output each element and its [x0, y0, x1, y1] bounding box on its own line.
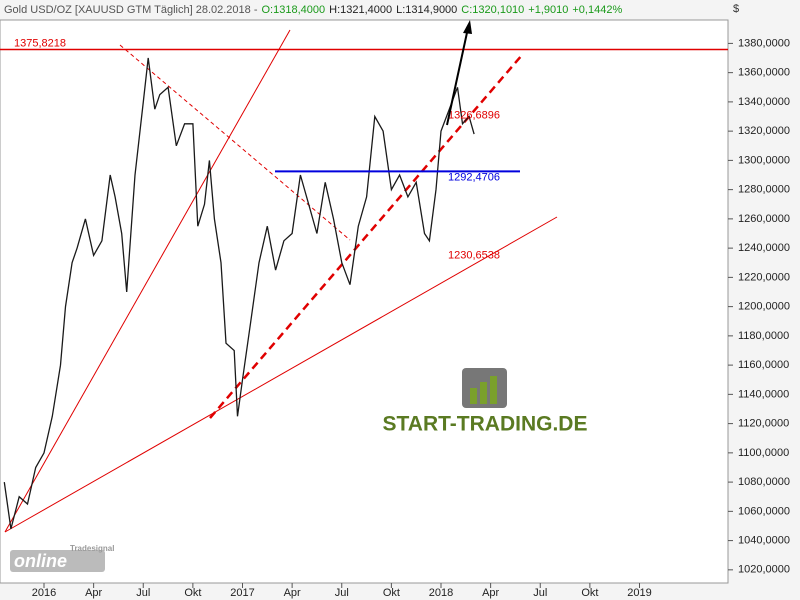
y-tick-label: 1200,0000	[738, 301, 790, 313]
x-tick-label: Okt	[383, 587, 400, 599]
x-tick-label: Okt	[581, 587, 598, 599]
logo-bar	[490, 376, 497, 404]
level-label: 1375,8218	[14, 37, 66, 49]
y-tick-label: 1320,0000	[738, 125, 790, 137]
x-tick-label: Apr	[482, 587, 499, 599]
plot-area	[0, 19, 729, 584]
trend-line	[4, 216, 558, 533]
title-part: L:1314,9000	[396, 4, 457, 16]
y-tick-label: 1260,0000	[738, 213, 790, 225]
title-part: +1,9010	[528, 4, 568, 16]
logo-bar	[470, 388, 477, 404]
y-tick-label: 1140,0000	[738, 388, 789, 400]
y-tick-label: 1020,0000	[738, 564, 790, 576]
y-tick-label: 1180,0000	[738, 330, 789, 342]
arrow-head	[463, 20, 472, 34]
x-tick-label: Apr	[85, 587, 102, 599]
title-part: O:1318,4000	[262, 4, 326, 16]
y-tick-label: 1060,0000	[738, 505, 790, 517]
y-tick-label: 1380,0000	[738, 37, 790, 49]
title-part: H:1321,4000	[329, 4, 392, 16]
y-tick-label: 1240,0000	[738, 242, 790, 254]
trend-line	[209, 54, 523, 419]
title-part: Gold USD/OZ [XAUUSD GTM Täglich] 28.02.2…	[4, 4, 258, 16]
y-tick-label: 1080,0000	[738, 476, 790, 488]
arrow	[446, 27, 469, 126]
y-tick-label: 1040,0000	[738, 534, 790, 546]
brand-small: Tradesignal	[70, 544, 114, 553]
chart-title: Gold USD/OZ [XAUUSD GTM Täglich] 28.02.2…	[4, 4, 622, 16]
y-tick-label: 1280,0000	[738, 184, 790, 196]
x-tick-label: Jul	[335, 587, 349, 599]
x-tick-label: Jul	[533, 587, 547, 599]
y-tick-label: 1120,0000	[738, 418, 789, 430]
y-tick-label: 1100,0000	[738, 447, 789, 459]
brand-box	[10, 550, 105, 572]
y-tick-label: 1340,0000	[738, 96, 790, 108]
level-label: 1292,4706	[448, 171, 500, 183]
watermark: START-TRADING.DE	[383, 413, 588, 436]
y-tick-label: 1220,0000	[738, 271, 790, 283]
level-label: 1230,6538	[448, 250, 500, 262]
x-tick-label: 2019	[627, 587, 651, 599]
y-tick-label: 1300,0000	[738, 154, 790, 166]
x-tick-label: Apr	[284, 587, 301, 599]
y-tick-label: 1360,0000	[738, 67, 790, 79]
y-axis-label: $	[733, 3, 739, 15]
title-part: +0,1442%	[572, 4, 622, 16]
title-part: C:1320,1010	[461, 4, 524, 16]
level-label: 1326,6896	[448, 109, 500, 121]
brand-name: online	[14, 551, 67, 571]
logo-bar	[480, 382, 487, 404]
trend-line	[119, 44, 351, 241]
x-tick-label: Okt	[184, 587, 201, 599]
x-tick-label: 2016	[32, 587, 56, 599]
x-tick-label: 2017	[230, 587, 254, 599]
x-tick-label: 2018	[429, 587, 453, 599]
y-tick-label: 1160,0000	[738, 359, 789, 371]
trend-line	[4, 29, 291, 533]
x-tick-label: Jul	[136, 587, 150, 599]
price-line	[3, 57, 475, 530]
